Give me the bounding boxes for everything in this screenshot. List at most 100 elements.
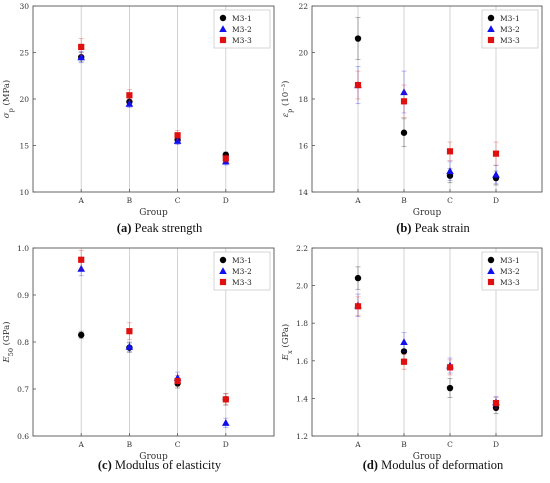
data-point-M3-2 [400,338,408,346]
data-point-M3-1 [400,348,408,355]
y-tick-label: 1.6 [296,357,308,366]
series-M3-3 [354,296,500,410]
data-point-M3-3 [446,364,454,371]
series-M3-3 [78,38,229,163]
legend-marker-M3-1 [219,256,227,264]
x-axis-label: Group [139,208,168,218]
chart-panel-b: 14 16 18 20 22 A B C D Group εp (10⁻³) M3-1 M3-2 M3-3 [280,2,543,218]
plot-frame [311,247,543,437]
data-point-M3-3 [174,377,181,385]
data-point-M3-3 [492,400,500,407]
x-tick-label: A [354,196,361,205]
x-tick-label: D [493,196,499,205]
plot-frame [311,5,543,193]
y-tick-label: 0.6 [17,432,29,441]
legend: M3-1 M3-2 M3-3 [481,251,539,291]
data-point-M3-3 [492,150,500,157]
legend-label: M3-2 [500,25,520,34]
y-tick-label: 22 [298,2,308,11]
legend-marker-M3-2 [487,267,495,275]
y-tick-label: 20 [298,49,308,58]
y-tick-label: 14 [298,188,308,197]
x-tick-label: D [223,440,229,449]
y-axis-label: σp (MPa) [1,80,15,118]
legend: M3-1 M3-2 M3-3 [481,9,539,49]
y-tick-label: 1.2 [296,432,308,441]
y-tick-label: 2.0 [296,282,308,291]
y-tick-label: 0.7 [17,385,29,394]
data-point-M3-3 [400,358,408,365]
data-point-M3-2 [125,99,134,107]
y-tick-label: 25 [19,49,29,58]
y-tick-label: 16 [298,142,308,151]
y-tick-label: 30 [19,2,29,11]
y-axis-label: E50 (GPa) [1,321,15,363]
data-point-M3-3 [126,92,133,99]
x-tick-label: A [77,196,84,205]
legend-marker-M3-2 [487,25,495,33]
data-point-M3-2 [492,170,500,178]
data-point-M3-3 [354,303,362,310]
legend-label: M3-1 [232,256,252,265]
x-tick-label: B [127,440,133,449]
y-tick-label: 1.0 [17,244,29,253]
legend-marker-M3-3 [219,36,227,44]
legend-label: M3-3 [500,278,520,287]
legend-marker-M3-2 [219,25,227,33]
data-point-M3-1 [354,274,362,282]
legend-marker-M3-3 [487,278,495,286]
data-point-M3-2 [77,264,85,272]
legend-marker-M3-2 [219,267,227,275]
data-point-M3-2 [77,53,85,61]
data-point-M3-1 [446,172,454,179]
x-tick-label: C [447,196,453,205]
x-tick-label: D [493,440,499,449]
data-point-M3-1 [446,384,454,392]
data-point-M3-1 [400,129,408,136]
legend-label: M3-2 [232,25,252,34]
x-tick-label: B [401,440,407,449]
data-point-M3-2 [446,167,454,175]
legend-label: M3-2 [500,267,520,276]
legend-marker-M3-3 [487,36,495,44]
legend-label: M3-3 [232,278,252,287]
legend-marker-M3-1 [487,256,495,264]
series-M3-3 [354,70,500,166]
data-point-M3-3 [446,148,454,155]
x-tick-label: A [354,440,361,449]
y-tick-label: 2.2 [296,244,308,253]
legend: M3-1 M3-2 M3-3 [213,9,271,49]
legend-label: M3-3 [500,36,520,45]
panel-caption: (a) Peak strength [117,221,203,235]
panel-caption: (d) Modulus of deformation [363,458,504,472]
legend-label: M3-1 [500,14,520,23]
y-tick-label: 15 [19,142,29,151]
x-tick-label: C [175,440,181,449]
x-axis-label: Group [413,452,442,462]
y-tick-label: 10 [19,188,29,197]
series-M3-2 [354,66,500,185]
data-point-M3-2 [125,342,134,350]
y-tick-label: 18 [298,95,308,104]
y-axis-label: εp (10⁻³) [280,81,294,118]
x-tick-label: A [77,440,84,449]
plot-frame [32,247,275,437]
data-point-M3-2 [173,137,182,144]
x-tick-label: D [223,196,229,205]
plot-frame [32,5,275,193]
data-point-M3-3 [222,396,229,403]
data-point-M3-3 [400,98,408,105]
x-axis-label: Group [139,452,168,462]
data-point-M3-3 [78,256,85,263]
data-point-M3-1 [78,331,85,339]
panel-caption: (b) Peak strain [396,221,470,235]
legend-marker-M3-1 [487,14,495,22]
y-tick-label: 0.8 [17,338,29,347]
data-point-M3-3 [174,132,181,139]
data-point-M3-3 [126,328,133,335]
y-axis-label: Ex (GPa) [280,324,294,361]
data-point-M3-1 [354,35,362,42]
